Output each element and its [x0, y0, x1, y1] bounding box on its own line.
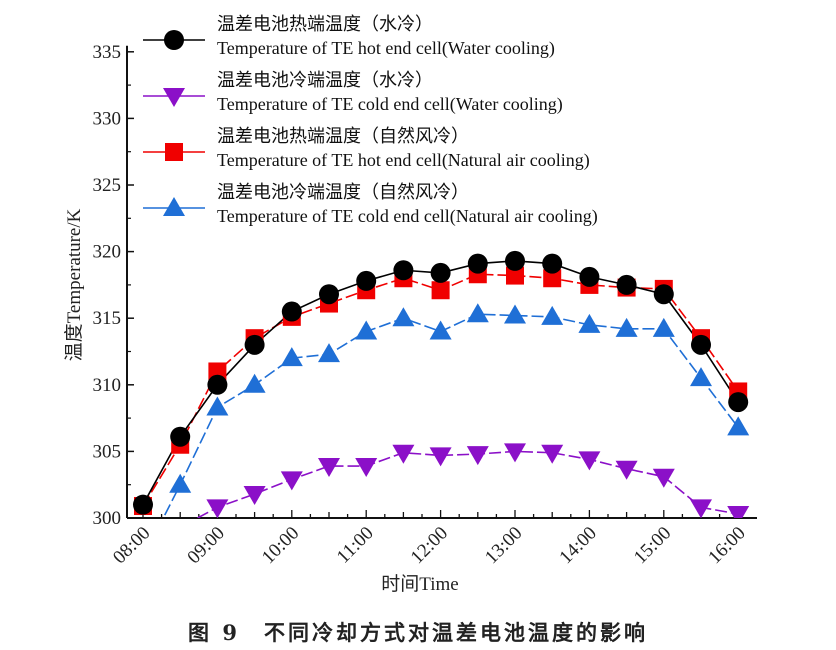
y-tick-label: 325	[93, 175, 122, 196]
data-point-3	[243, 373, 266, 393]
series-line-1	[195, 450, 739, 518]
data-point-0	[728, 392, 749, 413]
data-point-3	[355, 320, 378, 340]
data-point-1	[578, 451, 601, 471]
data-point-0	[505, 250, 525, 271]
legend-label-zh: 温差电池热端温度（自然风冷）	[217, 126, 469, 146]
data-point-0	[691, 334, 711, 355]
legend-label-zh: 温差电池冷端温度（水冷）	[217, 70, 433, 90]
data-point-0	[207, 374, 228, 395]
data-point-1	[504, 443, 526, 463]
y-tick-label: 300	[93, 508, 122, 529]
data-point-3	[652, 317, 675, 337]
data-point-3	[169, 473, 192, 493]
data-point-0	[356, 270, 377, 291]
data-point-1	[429, 447, 452, 467]
legend-marker	[164, 30, 184, 50]
data-point-0	[393, 260, 414, 281]
data-point-0	[244, 334, 265, 355]
data-point-3	[280, 347, 303, 367]
x-tick-label: 14:00	[555, 523, 600, 568]
data-point-1	[243, 486, 266, 506]
data-point-3	[727, 416, 750, 436]
data-point-3	[206, 396, 229, 416]
data-point-3	[504, 304, 526, 324]
data-point-0	[319, 284, 339, 305]
x-tick-label: 10:00	[258, 523, 303, 568]
data-point-1	[355, 458, 378, 478]
data-point-1	[169, 519, 191, 538]
data-point-3	[615, 317, 638, 337]
data-point-1	[318, 458, 340, 478]
data-point-0	[430, 262, 451, 283]
x-tick-label: 15:00	[630, 523, 675, 568]
data-point-1	[652, 468, 675, 488]
legend-label-en: Temperature of TE cold end cell(Natural …	[217, 206, 598, 227]
data-point-2	[543, 269, 562, 288]
series-line-2	[142, 273, 739, 507]
data-point-0	[653, 284, 674, 305]
legend-label-zh: 温差电池热端温度（水冷）	[217, 14, 433, 34]
data-point-2	[506, 266, 524, 285]
data-point-0	[542, 253, 563, 274]
data-point-0	[616, 274, 637, 295]
x-tick-label: 09:00	[183, 523, 228, 568]
y-tick-label: 315	[93, 308, 122, 329]
x-axis-label: 时间Time	[381, 573, 458, 595]
y-tick-label: 310	[93, 375, 122, 396]
x-tick-label: 11:00	[333, 523, 378, 568]
data-point-1	[280, 471, 303, 491]
data-point-1	[615, 460, 638, 480]
y-tick-label: 335	[93, 42, 122, 63]
data-point-1	[541, 444, 564, 464]
x-tick-label: 16:00	[704, 523, 749, 568]
legend-marker	[165, 143, 183, 161]
data-point-3	[392, 307, 415, 327]
axes: 300 305 310 315 320 325 330 335 08:00 09:00 10:00 1…	[93, 42, 757, 568]
x-tick-label: 13:00	[481, 523, 526, 568]
figure-caption: 图 9 不同冷却方式对温差电池温度的影响	[188, 620, 648, 645]
data-point-1	[206, 499, 229, 518]
legend-label-en: Temperature of TE hot end cell(Water coo…	[217, 38, 555, 59]
data-point-3	[578, 313, 601, 333]
data-point-0	[170, 426, 191, 447]
y-tick-label: 320	[93, 242, 122, 263]
data-point-1	[392, 444, 415, 464]
x-tick-label: 08:00	[109, 523, 154, 568]
series-markers	[133, 250, 750, 538]
legend-marker	[163, 88, 185, 107]
data-point-0	[133, 494, 153, 515]
legend-label-en: Temperature of TE cold end cell(Water co…	[217, 94, 563, 115]
series-line-3	[162, 313, 739, 518]
data-point-0	[467, 253, 488, 274]
legend-marker	[163, 197, 185, 216]
data-point-3	[541, 305, 564, 325]
data-point-3	[429, 320, 452, 340]
data-point-0	[281, 301, 302, 322]
data-point-1	[690, 499, 712, 518]
data-point-2	[431, 281, 450, 300]
data-point-3	[690, 367, 712, 387]
legend-label-zh: 温差电池冷端温度（自然风冷）	[217, 182, 469, 202]
y-tick-label: 330	[93, 108, 122, 129]
data-point-1	[727, 506, 750, 518]
x-tick-label: 12:00	[407, 523, 452, 568]
data-point-0	[579, 266, 600, 287]
data-point-3	[318, 343, 340, 363]
data-point-3	[466, 303, 489, 323]
y-axis-label: 温度Temperature/K	[63, 208, 85, 361]
y-tick-label: 305	[93, 441, 122, 462]
data-point-1	[466, 446, 489, 466]
legend-label-en: Temperature of TE hot end cell(Natural a…	[217, 150, 590, 171]
legend: 温差电池热端温度（水冷） Temperature of TE hot end ce…	[143, 14, 598, 227]
